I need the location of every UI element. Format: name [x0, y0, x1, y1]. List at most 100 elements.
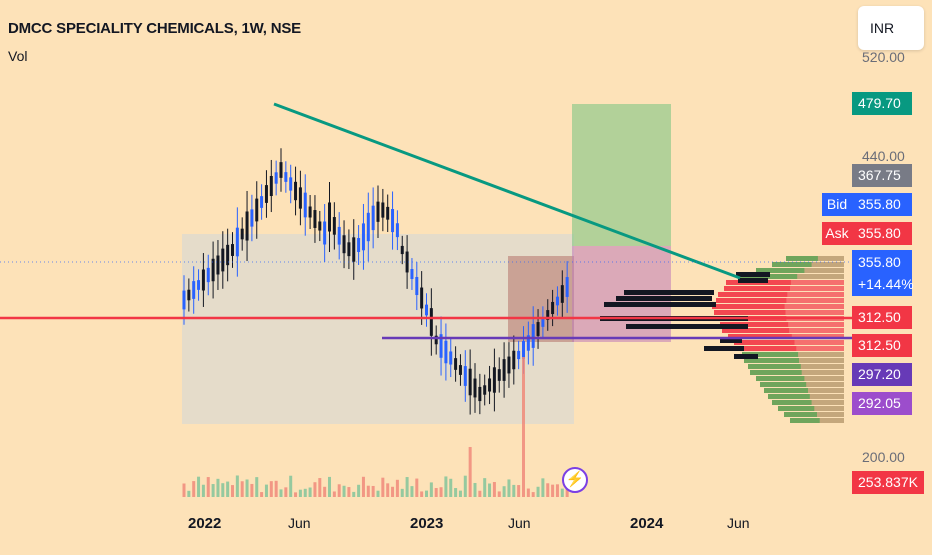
volume-profile-bar-secondary	[808, 388, 844, 393]
volume-profile-dark-bar	[616, 296, 712, 301]
candle-body	[395, 223, 399, 238]
volume-profile-bar-secondary	[788, 322, 844, 327]
volume-bar	[415, 478, 419, 497]
candle-body	[483, 385, 487, 395]
volume-bar	[395, 479, 399, 497]
last-price-change: +14.44%	[858, 276, 914, 292]
volume-profile-bar	[778, 406, 844, 411]
candle-body	[347, 242, 351, 257]
volume-bar	[449, 478, 453, 497]
volume-profile-bar	[768, 394, 844, 399]
candle-body	[420, 287, 424, 309]
candle-body	[235, 227, 239, 257]
volume-profile-dark-bar	[704, 346, 744, 351]
volume-profile-bar	[724, 286, 844, 291]
candle-body	[400, 245, 404, 255]
candle-body	[245, 211, 249, 241]
lightning-icon[interactable]: ⚡	[562, 467, 588, 493]
price-tick: 520.00	[862, 49, 905, 65]
volume-profile-bar	[726, 280, 844, 285]
bid-price-label: 355.80	[852, 193, 912, 216]
candle-body	[357, 238, 361, 252]
volume-bar	[410, 486, 414, 497]
trendline	[273, 102, 741, 280]
support-price-label-2: 312.50	[852, 334, 912, 357]
zone-price-label: 292.05	[852, 392, 912, 415]
candle-body	[551, 301, 555, 315]
volume-bar	[318, 478, 322, 497]
volume-bar	[342, 485, 346, 497]
volume-bar	[454, 488, 458, 497]
candle-body	[391, 209, 395, 233]
candle-body	[381, 202, 385, 218]
candle-body	[371, 205, 375, 231]
volume-bar	[357, 484, 361, 497]
volume-bar	[522, 357, 525, 497]
candle-body	[541, 317, 545, 327]
support-price-label: 312.50	[852, 306, 912, 329]
candle-body	[405, 251, 409, 273]
volume-bar	[439, 487, 443, 497]
volume-profile-dark-bar	[736, 272, 770, 277]
volume-profile-bar	[734, 340, 844, 345]
volume-bar	[478, 490, 482, 497]
volume-profile-bar-secondary	[819, 418, 844, 423]
candle-body	[328, 202, 331, 232]
volume-bar	[279, 489, 283, 497]
volume-profile-bar-secondary	[787, 292, 844, 297]
currency-button[interactable]: INR	[858, 6, 924, 50]
volume-bar	[420, 491, 424, 497]
volume-bar	[425, 490, 428, 497]
volume-bar	[197, 476, 201, 497]
candle-body	[221, 248, 225, 272]
volume-profile-dark-bar	[738, 278, 768, 283]
symbol-title[interactable]: DMCC SPECIALITY CHEMICALS, 1W, NSE	[8, 20, 301, 37]
candle-body	[250, 209, 254, 227]
volume-profile-bar-secondary	[809, 394, 844, 399]
volume-profile-bar	[772, 400, 844, 405]
candle-body	[187, 289, 191, 301]
volume-profile-bar-secondary	[800, 364, 844, 369]
volume-profile-bar	[756, 268, 844, 273]
volume-bar	[235, 475, 239, 497]
candle-body	[361, 223, 365, 251]
volume-profile-dark-bar	[734, 354, 758, 359]
volume-profile-bar	[720, 322, 844, 327]
volume-profile-bar	[748, 364, 844, 369]
volume-bar	[187, 490, 191, 497]
volume-bar	[211, 484, 215, 497]
candle-body	[425, 304, 428, 316]
candle-body	[555, 296, 559, 306]
volume-bar	[512, 484, 516, 497]
range-box-overlap	[508, 256, 574, 342]
volume-profile-dark-bar	[626, 324, 748, 329]
candle-body	[279, 162, 283, 178]
candle-body	[536, 322, 540, 336]
volume-bar	[192, 481, 196, 497]
volume-profile-bar-secondary	[796, 346, 844, 351]
volume-bar	[206, 477, 210, 497]
volume-bar	[507, 479, 511, 497]
volume-bar	[463, 475, 467, 497]
volume-indicator-label[interactable]: Vol	[8, 48, 28, 64]
volume-bar	[352, 491, 356, 497]
volume-bar	[468, 446, 472, 497]
volume-profile-bar	[750, 370, 844, 375]
candle-body	[497, 369, 501, 381]
volume-profile-bar-secondary	[817, 412, 844, 417]
volume-profile-bar-secondary	[817, 256, 844, 261]
candle-body	[522, 341, 525, 359]
volume-profile-bar	[790, 418, 844, 423]
candle-body	[366, 212, 370, 242]
volume-bar	[201, 484, 205, 497]
volume-profile-bar	[740, 274, 844, 279]
high-price-label: 367.75	[852, 164, 912, 187]
volume-bar	[497, 491, 501, 497]
candle-body	[531, 324, 535, 348]
volume-profile-bar	[714, 310, 844, 315]
volume-bar	[434, 488, 438, 497]
candle-body	[216, 255, 220, 275]
last-price-value: 355.80	[858, 254, 901, 270]
